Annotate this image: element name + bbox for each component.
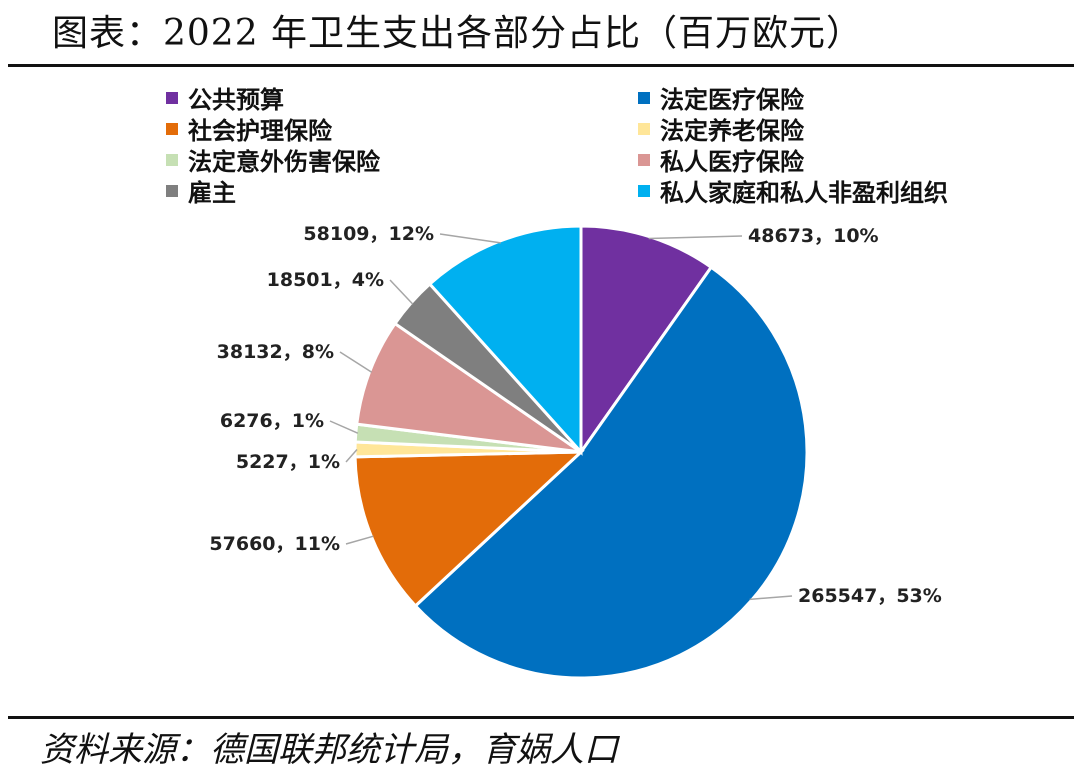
legend-label: 公共预算: [188, 86, 284, 114]
leader-line: [339, 351, 373, 373]
leader-line: [345, 448, 358, 463]
pie-slice: [413, 265, 809, 680]
legend-swatch: [166, 91, 178, 104]
leader-line: [345, 535, 374, 545]
data-label: 265547，53%: [798, 585, 942, 607]
legend-label: 法定养老保险: [660, 117, 804, 145]
leader-line: [648, 235, 743, 240]
leader-line: [749, 595, 793, 601]
leader-line: [329, 420, 359, 434]
data-label: 38132，8%: [217, 341, 334, 363]
data-label: 57660，11%: [209, 533, 340, 555]
legend-swatch: [638, 184, 650, 197]
legend-item: 雇主: [166, 173, 236, 208]
data-label: 58109，12%: [303, 223, 434, 245]
legend-item: 社会护理保险: [166, 111, 332, 146]
pie-chart: 48673，10% 265547，53% 57660，11% 5227，1% 6276，…: [209, 223, 942, 680]
pie-slice: [579, 224, 714, 457]
legend-swatch: [166, 122, 178, 135]
data-label: 6276，1%: [220, 410, 324, 432]
data-label: 5227，1%: [236, 451, 340, 473]
bottom-divider: [8, 716, 1074, 719]
leader-line: [439, 233, 501, 244]
legend-item: 法定医疗保险: [638, 80, 804, 115]
legend-item: 法定意外伤害保险: [166, 142, 380, 177]
legend-item: 法定养老保险: [638, 111, 804, 146]
legend-label: 社会护理保险: [188, 117, 332, 145]
legend-swatch: [638, 122, 650, 135]
data-label: 48673，10%: [748, 225, 879, 247]
legend-label: 法定意外伤害保险: [188, 148, 380, 176]
leader-line: [389, 279, 414, 305]
legend-item: 公共预算: [166, 80, 284, 115]
pie-slice: [427, 224, 583, 456]
legend-item: 私人家庭和私人非盈利组织: [638, 173, 948, 208]
legend-swatch: [638, 153, 650, 166]
legend-swatch: [638, 91, 650, 104]
chart-title: 图表：2022 年卫生支出各部分占比（百万欧元）: [52, 13, 864, 54]
legend-label: 雇主: [188, 179, 236, 207]
legend-item: 私人医疗保险: [638, 142, 804, 177]
legend-label: 私人家庭和私人非盈利组织: [660, 179, 948, 207]
top-divider: [8, 64, 1074, 67]
legend-label: 私人医疗保险: [660, 148, 804, 176]
legend-label: 法定医疗保险: [660, 86, 804, 114]
data-label: 18501，4%: [267, 269, 384, 291]
legend-swatch: [166, 153, 178, 166]
source-note: 资料来源：德国联邦统计局，育娲人口: [40, 730, 618, 770]
legend-swatch: [166, 184, 178, 197]
